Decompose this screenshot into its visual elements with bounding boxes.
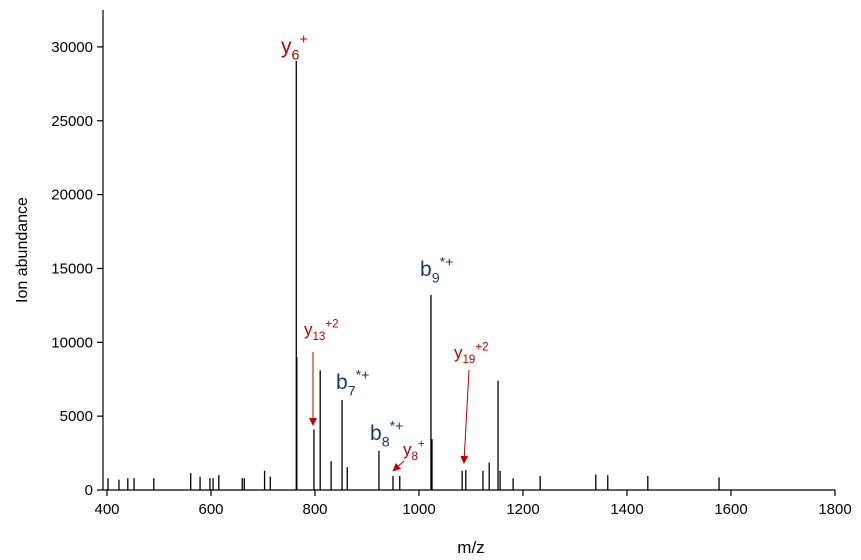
x-tick-label: 400 [94, 501, 119, 518]
annotation-subscript: 13 [313, 331, 326, 343]
y-tick-label: 30000 [51, 39, 93, 56]
annotation-subscript: 9 [432, 270, 440, 286]
annotation: b7*+ [336, 368, 370, 400]
annotation: b8*+ [370, 419, 404, 451]
y-tick-label: 0 [85, 482, 93, 499]
x-tick-label: 1600 [714, 501, 747, 518]
annotation-arrow [460, 369, 470, 464]
annotation-subscript: 19 [463, 354, 476, 366]
x-tick-label: 1000 [402, 501, 435, 518]
annotation-subscript: 8 [382, 434, 390, 450]
annotation-subscript: 8 [412, 451, 418, 463]
annotation-superscript: *+ [356, 368, 370, 384]
y-tick-label: 15000 [51, 260, 93, 277]
annotation-label: b [420, 258, 432, 281]
x-tick-label: 1800 [818, 501, 851, 518]
annotation-label: b [336, 371, 348, 394]
y-axis-label: Ion abundance [14, 197, 31, 303]
annotation-superscript: + [418, 438, 425, 450]
annotation-label: y [281, 35, 292, 58]
y-tick-label: 20000 [51, 187, 93, 204]
annotation-superscript: +2 [475, 341, 488, 353]
annotation-superscript: + [299, 32, 307, 48]
x-tick-label: 1400 [610, 501, 643, 518]
annotation-subscript: 6 [292, 47, 300, 63]
x-axis-label: m/z [457, 538, 484, 557]
y-tick-label: 25000 [51, 113, 93, 130]
annotation: y8+ [403, 438, 425, 463]
annotation: b9*+ [420, 255, 454, 287]
x-tick-label: 600 [198, 501, 223, 518]
annotation-label: y [403, 440, 412, 459]
annotation: y13+2 [304, 318, 339, 343]
x-tick-label: 800 [302, 501, 327, 518]
annotation-superscript: *+ [440, 255, 454, 271]
annotation-subscript: 7 [348, 383, 356, 399]
annotation: y6+ [281, 32, 308, 64]
y-tick-label: 5000 [60, 408, 93, 425]
annotation-label: y [304, 320, 313, 339]
y-tick-label: 10000 [51, 334, 93, 351]
annotation-superscript: *+ [390, 419, 404, 435]
annotation: y19+2 [454, 341, 489, 366]
annotation-label: y [454, 343, 463, 362]
annotation-arrow [392, 460, 405, 472]
x-tick-label: 1200 [506, 501, 539, 518]
annotation-superscript: +2 [325, 318, 338, 330]
annotation-label: b [370, 422, 382, 445]
